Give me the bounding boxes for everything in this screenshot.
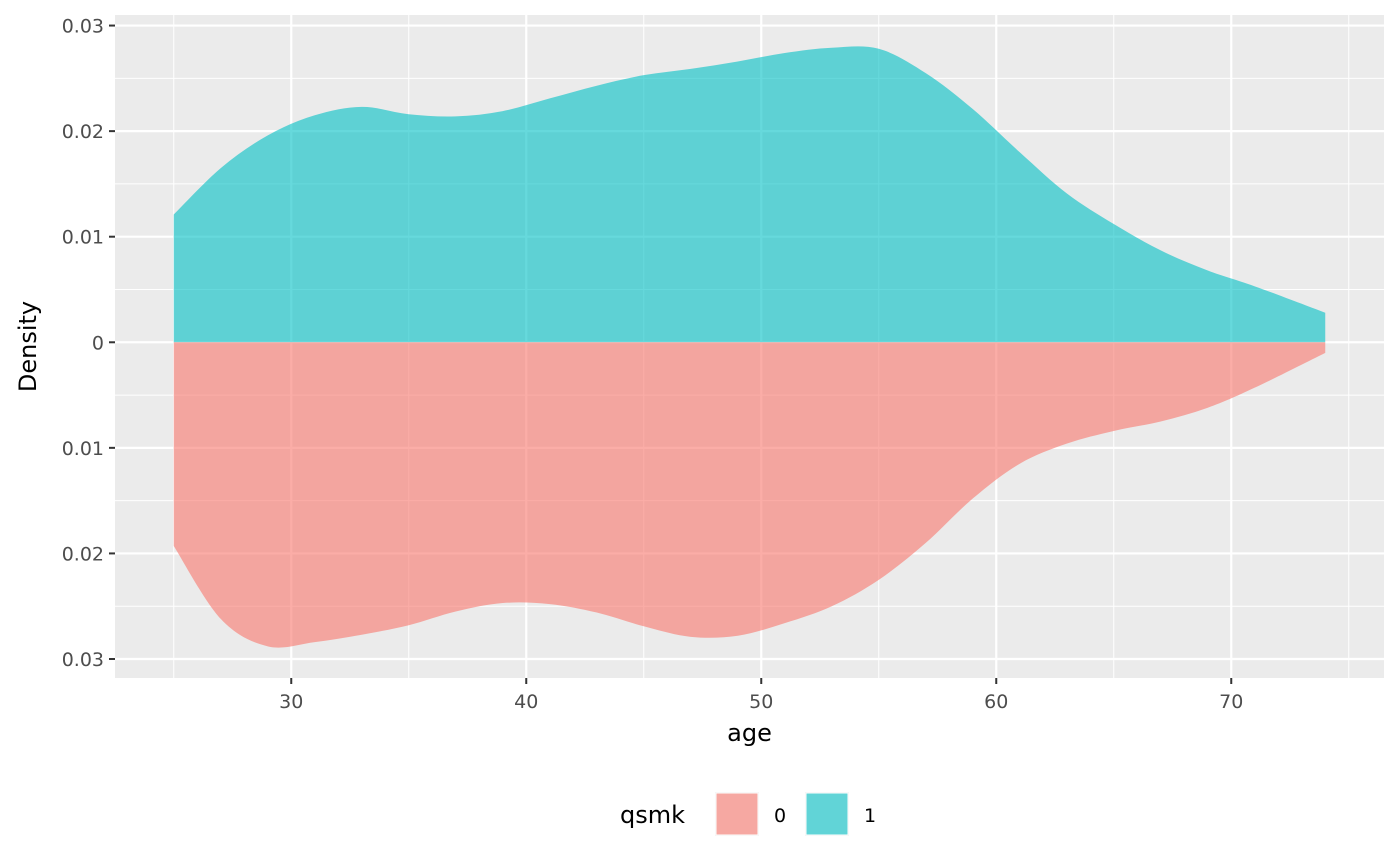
x-tick-label: 50 — [749, 691, 773, 713]
x-tick-label: 70 — [1219, 691, 1243, 713]
y-axis-title: Density — [14, 301, 42, 392]
x-tick-label: 30 — [279, 691, 303, 713]
legend-key-1 — [805, 792, 849, 836]
y-tick-label: 0.02 — [62, 121, 104, 143]
y-tick-label: 0.01 — [62, 227, 104, 249]
legend-label-1: 1 — [864, 805, 876, 827]
x-tick-label: 60 — [984, 691, 1008, 713]
x-axis-title: age — [727, 719, 772, 747]
y-tick-label: 0.03 — [62, 16, 104, 38]
y-tick-label: 0.03 — [62, 649, 104, 671]
density-area-qsmk-1 — [173, 46, 1326, 343]
y-tick-label: 0.02 — [62, 543, 104, 565]
y-tick-label: 0.01 — [62, 438, 104, 460]
x-tick-label: 40 — [514, 691, 538, 713]
density-areas — [173, 46, 1326, 648]
x-axis: 30 40 50 60 70 — [279, 678, 1243, 713]
legend: qsmk 0 1 — [620, 792, 876, 836]
y-tick-label: 0 — [92, 332, 104, 354]
y-axis: 0.03 0.02 0.01 0 0.01 0.02 0.03 — [62, 16, 115, 671]
legend-key-0 — [715, 792, 759, 836]
legend-label-0: 0 — [774, 805, 786, 827]
density-area-qsmk-0 — [173, 342, 1326, 648]
legend-title: qsmk — [620, 801, 685, 829]
